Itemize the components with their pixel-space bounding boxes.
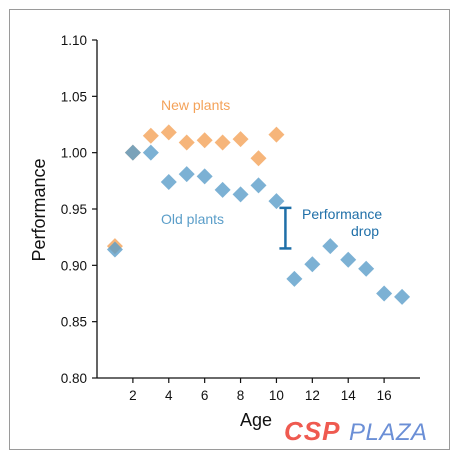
point-new-plants <box>232 131 249 148</box>
x-tick-label: 6 <box>201 388 209 403</box>
point-old-plants <box>304 256 321 273</box>
point-old-plants <box>340 251 357 268</box>
axes: 0.80 0.85 0.90 0.95 1.00 1.05 1.10 2 4 6 8 10 12 14 16 <box>61 33 420 403</box>
y-tick-label: 1.10 <box>61 33 87 48</box>
point-new-plants <box>214 134 231 151</box>
x-tick-label: 12 <box>305 388 320 403</box>
annotations: New plants Old plants Performance drop <box>161 97 382 250</box>
y-tick-label: 1.05 <box>61 89 87 104</box>
point-new-plants <box>196 132 213 149</box>
point-old-plants <box>250 177 267 194</box>
point-new-plants <box>142 127 159 144</box>
point-old-plants <box>214 181 231 198</box>
watermark-part2: PLAZA <box>349 419 428 446</box>
series-old-plants <box>106 144 411 305</box>
y-axis-title: Performance <box>29 158 49 261</box>
point-new-plants <box>268 126 285 143</box>
point-new-plants <box>160 124 177 141</box>
point-old-plants <box>142 144 159 161</box>
x-tick-label: 10 <box>269 388 284 403</box>
point-old-plants <box>322 238 339 255</box>
point-old-plants <box>106 241 123 258</box>
point-new-plants <box>178 134 195 151</box>
y-tick-label: 0.90 <box>61 258 87 273</box>
data-points <box>106 124 411 305</box>
old-plants-label: Old plants <box>161 211 224 227</box>
point-new-plants <box>250 150 267 167</box>
point-old-plants <box>268 193 285 210</box>
x-tick-label: 8 <box>237 388 245 403</box>
point-old-plants <box>196 168 213 185</box>
watermark: CSP PLAZA <box>284 416 428 446</box>
y-tick-label: 0.95 <box>61 202 87 217</box>
performance-drop-label-line1: Performance <box>302 206 382 222</box>
performance-drop-label-line2: drop <box>351 223 379 239</box>
x-tick-label: 4 <box>165 388 173 403</box>
chart-frame <box>9 9 450 450</box>
watermark-part1: CSP <box>284 416 340 446</box>
y-tick-label: 1.00 <box>61 146 87 161</box>
x-tick-label: 2 <box>129 388 137 403</box>
point-old-plants <box>358 260 375 277</box>
x-tick-label: 16 <box>377 388 392 403</box>
point-old-plants <box>376 285 393 302</box>
point-old-plants <box>124 144 141 161</box>
point-old-plants <box>160 173 177 190</box>
y-tick-label: 0.85 <box>61 315 87 330</box>
x-axis-title: Age <box>240 410 272 430</box>
new-plants-label: New plants <box>161 97 230 113</box>
performance-drop-bar <box>279 206 292 250</box>
point-old-plants <box>286 270 303 287</box>
point-old-plants <box>178 166 195 183</box>
x-tick-label: 14 <box>341 388 357 403</box>
point-old-plants <box>394 288 411 305</box>
point-old-plants <box>232 186 249 203</box>
y-tick-label: 0.80 <box>61 371 87 386</box>
